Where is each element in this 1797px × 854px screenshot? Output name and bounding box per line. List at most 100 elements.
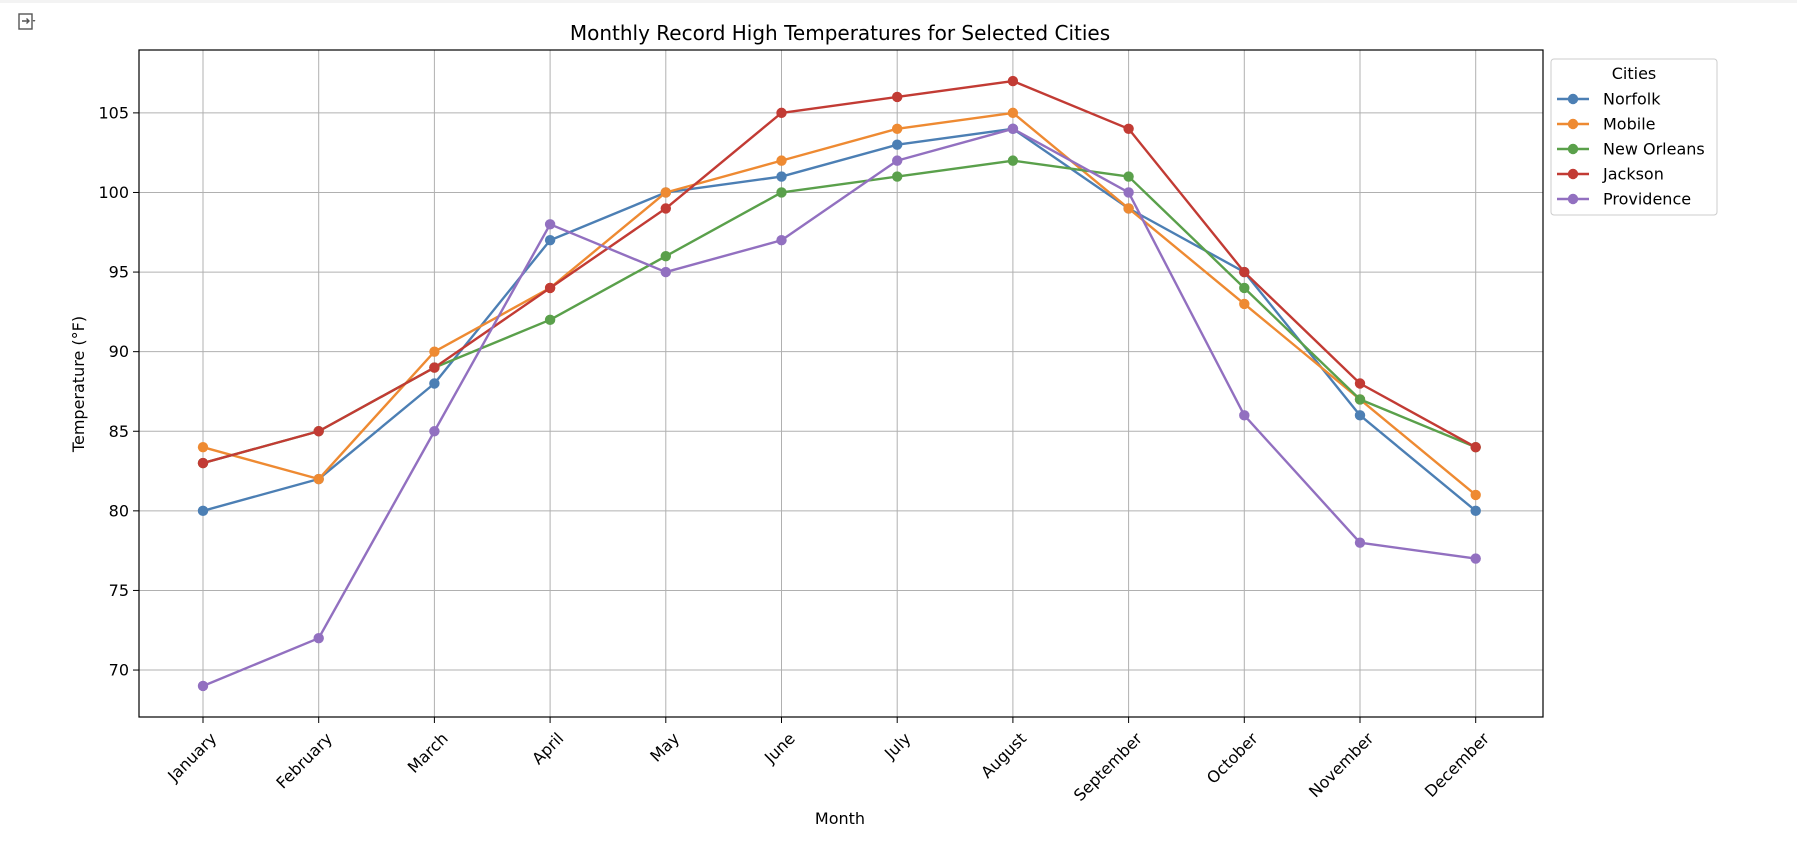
legend-marker [1567, 168, 1579, 180]
data-point-providence [1007, 123, 1019, 134]
series-line-norfolk [202, 127, 1477, 513]
series-lines [197, 75, 1481, 692]
data-point-new-orleans [776, 187, 787, 198]
x-tick-label: July [880, 729, 914, 763]
data-point-jackson [1007, 75, 1019, 87]
data-point-new-orleans [660, 250, 671, 262]
y-tick-label: 105 [98, 103, 129, 122]
x-tick-label: September [1070, 729, 1146, 805]
legend-label: Mobile [1603, 115, 1655, 134]
y-tick-label: 75 [109, 581, 129, 600]
data-point-mobile [1123, 203, 1134, 214]
series-line-mobile [202, 111, 1477, 496]
data-point-jackson [1123, 123, 1134, 134]
x-tick-label: April [528, 729, 567, 768]
data-point-jackson [197, 457, 209, 469]
legend-marker [1567, 118, 1579, 130]
data-point-jackson [1470, 441, 1481, 453]
data-point-mobile [776, 155, 787, 166]
data-point-jackson [429, 362, 440, 373]
y-tick-label: 85 [109, 422, 129, 441]
y-tick-label: 100 [98, 183, 129, 202]
output-toggle-icon[interactable] [17, 11, 39, 33]
data-point-mobile [1239, 298, 1250, 310]
x-tick-label: August [977, 729, 1030, 782]
data-point-providence [660, 266, 671, 278]
data-point-mobile [1470, 489, 1481, 501]
x-tick-label: January [163, 729, 220, 786]
data-point-jackson [1354, 378, 1366, 389]
series-providence [197, 123, 1481, 692]
output-top-border [0, 0, 1797, 3]
series-line-jackson [202, 79, 1477, 465]
data-point-mobile [660, 187, 671, 198]
data-point-new-orleans [1239, 282, 1250, 294]
legend-item-new-orleans: New Orleans [1557, 140, 1705, 159]
data-point-providence [776, 235, 787, 246]
legend-marker [1567, 143, 1579, 155]
chart-title: Monthly Record High Temperatures for Sel… [570, 21, 1110, 45]
data-point-norfolk [776, 171, 787, 182]
x-tick-label: May [646, 729, 683, 766]
data-point-mobile [197, 441, 209, 453]
legend-item-providence: Providence [1557, 190, 1691, 209]
data-point-providence [544, 219, 556, 230]
data-point-norfolk [429, 378, 440, 389]
legend: Cities Norfolk Mobile New Orleans Jackson Pr… [1550, 58, 1718, 216]
data-point-norfolk [1470, 505, 1481, 517]
data-point-providence [197, 680, 209, 692]
legend-label: Providence [1603, 190, 1691, 209]
axes: January February March April May June July Augu… [98, 103, 1493, 804]
data-point-mobile [1007, 107, 1019, 119]
series-jackson [197, 75, 1481, 469]
legend-marker [1567, 193, 1579, 205]
x-tick-label: October [1203, 729, 1262, 788]
series-norfolk [197, 123, 1481, 517]
legend-marker [1567, 93, 1579, 105]
data-point-providence [892, 155, 903, 166]
data-point-providence [1239, 410, 1250, 421]
data-point-norfolk [197, 505, 209, 517]
y-axis-label: Temperature (°F) [69, 316, 88, 453]
data-point-mobile [313, 473, 324, 485]
data-point-new-orleans [544, 314, 556, 326]
data-point-providence [1123, 187, 1134, 198]
y-tick-label: 70 [109, 661, 129, 680]
legend-title: Cities [1612, 64, 1657, 83]
data-point-providence [313, 633, 324, 644]
legend-label: New Orleans [1603, 140, 1705, 159]
x-tick-label: November [1305, 729, 1378, 802]
x-tick-label: December [1421, 729, 1493, 801]
data-point-jackson [313, 426, 324, 437]
series-mobile [197, 107, 1481, 501]
series-line-providence [202, 127, 1476, 688]
legend-label: Norfolk [1603, 90, 1661, 109]
data-point-jackson [660, 203, 671, 214]
x-tick-label: March [404, 729, 452, 777]
data-point-norfolk [892, 139, 903, 150]
legend-item-mobile: Mobile [1557, 115, 1655, 134]
data-point-new-orleans [1007, 155, 1019, 166]
legend-box [1550, 58, 1718, 216]
x-tick-label: June [760, 729, 799, 768]
y-tick-label: 80 [109, 501, 129, 520]
data-point-new-orleans [1354, 394, 1366, 405]
legend-label: Jackson [1602, 165, 1664, 184]
data-point-jackson [544, 282, 556, 294]
data-point-jackson [1239, 266, 1250, 278]
legend-item-norfolk: Norfolk [1557, 90, 1661, 109]
x-tick-label: February [272, 729, 336, 793]
grid-lines [139, 50, 1543, 717]
data-point-norfolk [1354, 410, 1366, 421]
data-point-new-orleans [1123, 171, 1134, 182]
data-point-providence [1470, 553, 1481, 564]
y-tick-label: 90 [109, 342, 129, 361]
data-point-providence [429, 426, 440, 437]
data-point-new-orleans [892, 171, 903, 182]
data-point-jackson [892, 91, 903, 103]
data-point-mobile [429, 346, 440, 357]
data-point-mobile [892, 123, 903, 134]
data-point-jackson [776, 107, 787, 119]
plot-frame [138, 49, 1544, 718]
